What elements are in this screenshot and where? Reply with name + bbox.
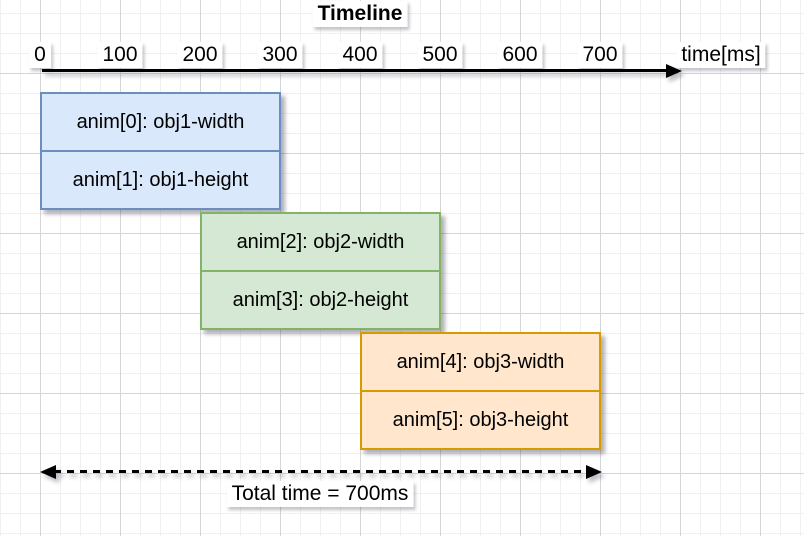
anim-bar-3[interactable]: anim[3]: obj2-height [200, 270, 441, 330]
axis-arrowhead-icon [666, 63, 682, 78]
axis-tick-label: 100 [97, 42, 143, 68]
anim-bar-1[interactable]: anim[1]: obj1-height [40, 150, 281, 210]
axis-tick-label: 0 [29, 42, 51, 68]
anim-bar-label: anim[2]: obj2-width [236, 230, 405, 253]
anim-group-obj2: anim[2]: obj2-width anim[3]: obj2-height [200, 212, 441, 330]
anim-bar-label: anim[3]: obj2-height [232, 288, 409, 311]
anim-bar-label: anim[4]: obj3-width [396, 350, 565, 373]
axis-tick-label: 500 [417, 42, 463, 68]
anim-bar-label: anim[1]: obj1-height [72, 168, 249, 191]
total-arrow-left-head-icon [40, 464, 56, 479]
anim-bar-5[interactable]: anim[5]: obj3-height [360, 390, 601, 450]
anim-bar-0[interactable]: anim[0]: obj1-width [40, 92, 281, 152]
axis-unit-label: time[ms] [676, 42, 766, 68]
axis-tick-label: 400 [337, 42, 383, 68]
anim-bar-2[interactable]: anim[2]: obj2-width [200, 212, 441, 272]
axis-tick-label: 600 [497, 42, 543, 68]
anim-group-obj3: anim[4]: obj3-width anim[5]: obj3-height [360, 332, 601, 450]
total-time-label: Total time = 700ms [226, 481, 414, 507]
anim-group-obj1: anim[0]: obj1-width anim[1]: obj1-height [40, 92, 281, 210]
total-arrow-right-head-icon [586, 464, 602, 479]
anim-bar-label: anim[5]: obj3-height [392, 408, 569, 431]
axis-tick-label: 200 [177, 42, 223, 68]
total-arrow-dashed-line [54, 470, 588, 473]
diagram-title: Timeline [312, 1, 408, 27]
anim-bar-4[interactable]: anim[4]: obj3-width [360, 332, 601, 392]
axis-line [42, 69, 670, 72]
axis-tick-label: 300 [257, 42, 303, 68]
anim-bar-label: anim[0]: obj1-width [76, 110, 245, 133]
axis-tick-label: 700 [577, 42, 623, 68]
